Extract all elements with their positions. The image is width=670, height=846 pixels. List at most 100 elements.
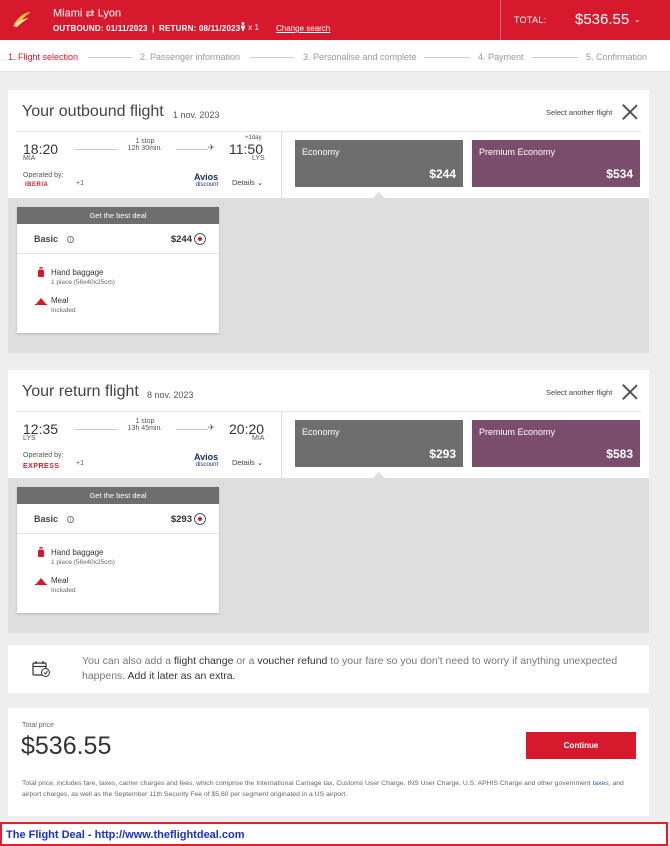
avios-sub-label: discount [195, 462, 219, 468]
add-later-highlight: Add it later as an extra. [127, 670, 236, 682]
step-passenger-information: 2. Passenger information [140, 52, 241, 62]
fare-premium-economy[interactable]: Premium Economy $534 [472, 140, 640, 187]
outbound-flight-card: Your outbound flight 1 nov. 2023 Select … [8, 90, 649, 198]
fare-economy[interactable]: Economy $293 [295, 420, 463, 467]
return-date: RETURN: 08/11/2023 [159, 24, 241, 33]
meal-label: Meal [51, 576, 69, 585]
arrival-airport: LYS [252, 155, 265, 162]
header-total-value[interactable]: $536.55 [575, 11, 630, 28]
continue-button[interactable]: Continue [526, 732, 636, 759]
arrival-time: 20:20 [229, 421, 265, 437]
return-deal-box: Get the best deal Basic i $293 Hand bagg… [17, 487, 219, 613]
departure-time: 12:35 [23, 421, 59, 437]
step-flight-selection[interactable]: 1. Flight selection [8, 52, 79, 62]
extras-text-part: to your fare so you don't need to worry … [82, 655, 618, 682]
selection-indicator [373, 192, 385, 198]
timeline-line [176, 149, 208, 150]
deal-price: $244 [170, 234, 192, 245]
close-icon[interactable] [622, 384, 638, 400]
details-toggle[interactable]: Details ⌄ [232, 458, 264, 467]
operated-by-label: Operated by: [23, 452, 64, 459]
chevron-down-icon[interactable]: ⌄ [634, 15, 641, 24]
deal-price: $293 [170, 514, 192, 525]
fare-name: Premium Economy [479, 427, 556, 437]
step-divider [424, 57, 470, 58]
baggage-label: Hand baggage [51, 268, 104, 277]
plane-icon: ✈ [208, 423, 215, 432]
avios-sub-label: discount [195, 182, 219, 188]
meal-label: Meal [51, 296, 69, 305]
fare-family-name: Basic [34, 514, 59, 524]
carrier-extra: +1 [76, 180, 84, 187]
timeline-line [176, 429, 208, 430]
outbound-deal-box: Get the best deal Basic i $244 Hand bagg… [17, 207, 219, 333]
timeline-line [74, 149, 118, 150]
divider [17, 533, 219, 534]
taxes-link[interactable]: taxes [592, 780, 609, 787]
fare-premium-economy[interactable]: Premium Economy $583 [472, 420, 640, 467]
voucher-refund-highlight: voucher refund [257, 655, 328, 667]
select-fare-radio[interactable] [194, 233, 206, 245]
change-search-link[interactable]: Change search [276, 24, 331, 33]
person-icon [241, 22, 245, 31]
avios-discount-logo: Avios discount [194, 173, 218, 189]
carrier-logo: IBERIA [25, 182, 49, 188]
flight-duration: 13h 45min. [127, 425, 163, 432]
disclaimer-text: Total price, includes fare, taxes, carri… [22, 780, 593, 787]
select-fare-radio[interactable] [194, 513, 206, 525]
fare-family-name: Basic [34, 234, 59, 244]
disclaimer-text: , and airport charges, as well as the Se… [22, 780, 624, 798]
best-deal-header: Get the best deal [17, 207, 219, 224]
select-another-flight-link[interactable]: Select another flight [546, 108, 613, 117]
meal-icon [35, 578, 47, 585]
extras-text-part: or a [233, 655, 258, 667]
baggage-label: Hand baggage [51, 548, 104, 557]
outbound-date-label: 1 nov. 2023 [173, 110, 220, 120]
date-separator: | [152, 24, 155, 33]
origin-city: Miami [53, 7, 83, 20]
stops-count: 1 stop [135, 418, 155, 425]
divider [17, 253, 219, 254]
swap-icon: ⇄ [85, 8, 95, 20]
stops-info: 1 stop 12h 30min. [115, 138, 175, 152]
divider [281, 131, 282, 198]
info-icon[interactable]: i [67, 236, 74, 243]
step-divider [532, 57, 578, 58]
return-flight-card: Your return flight 8 nov. 2023 Select an… [8, 370, 649, 478]
extras-text: You can also add a flight change or a vo… [82, 654, 642, 684]
info-icon[interactable]: i [67, 516, 74, 523]
step-confirmation: 5. Confirmation [586, 52, 648, 62]
meal-detail: Included [51, 587, 76, 594]
header-divider [500, 0, 501, 40]
selection-indicator [373, 472, 385, 478]
outbound-date: OUTBOUND: 01/11/2023 [53, 24, 148, 33]
flight-change-highlight: flight change [173, 655, 234, 667]
trip-dates: OUTBOUND: 01/11/2023 | RETURN: 08/11/202… [53, 24, 242, 33]
stops-count: 1 stop [135, 138, 155, 145]
departure-airport: MIA [23, 155, 36, 162]
close-icon[interactable] [622, 104, 638, 120]
extras-text-part: You can also add a [82, 655, 174, 667]
total-price-panel: Total price $536.55 Continue Total price… [8, 708, 649, 816]
fare-price: $534 [606, 167, 633, 181]
departure-airport: LYS [23, 435, 36, 442]
departure-time: 18:20 [23, 141, 59, 157]
return-date-label: 8 nov. 2023 [147, 390, 194, 400]
hand-baggage-icon [38, 267, 44, 277]
step-divider [88, 57, 132, 58]
total-price-value: $536.55 [21, 732, 112, 760]
divider [281, 411, 282, 478]
total-price-label: Total price [22, 722, 54, 729]
carrier-extra: +1 [76, 460, 84, 467]
flight-duration: 12h 30min. [127, 145, 163, 152]
route-summary: Miami ⇄ Lyon [53, 7, 121, 21]
plus-day-label: +1day [245, 135, 262, 141]
fare-name: Economy [302, 147, 340, 157]
fare-price: $244 [429, 167, 456, 181]
meal-icon [35, 298, 47, 305]
select-another-flight-link[interactable]: Select another flight [546, 388, 613, 397]
baggage-detail: 1 piece (56x40x25cm) [51, 279, 115, 286]
fare-economy[interactable]: Economy $244 [295, 140, 463, 187]
fare-name: Economy [302, 427, 340, 437]
details-toggle[interactable]: Details ⌄ [232, 178, 264, 187]
